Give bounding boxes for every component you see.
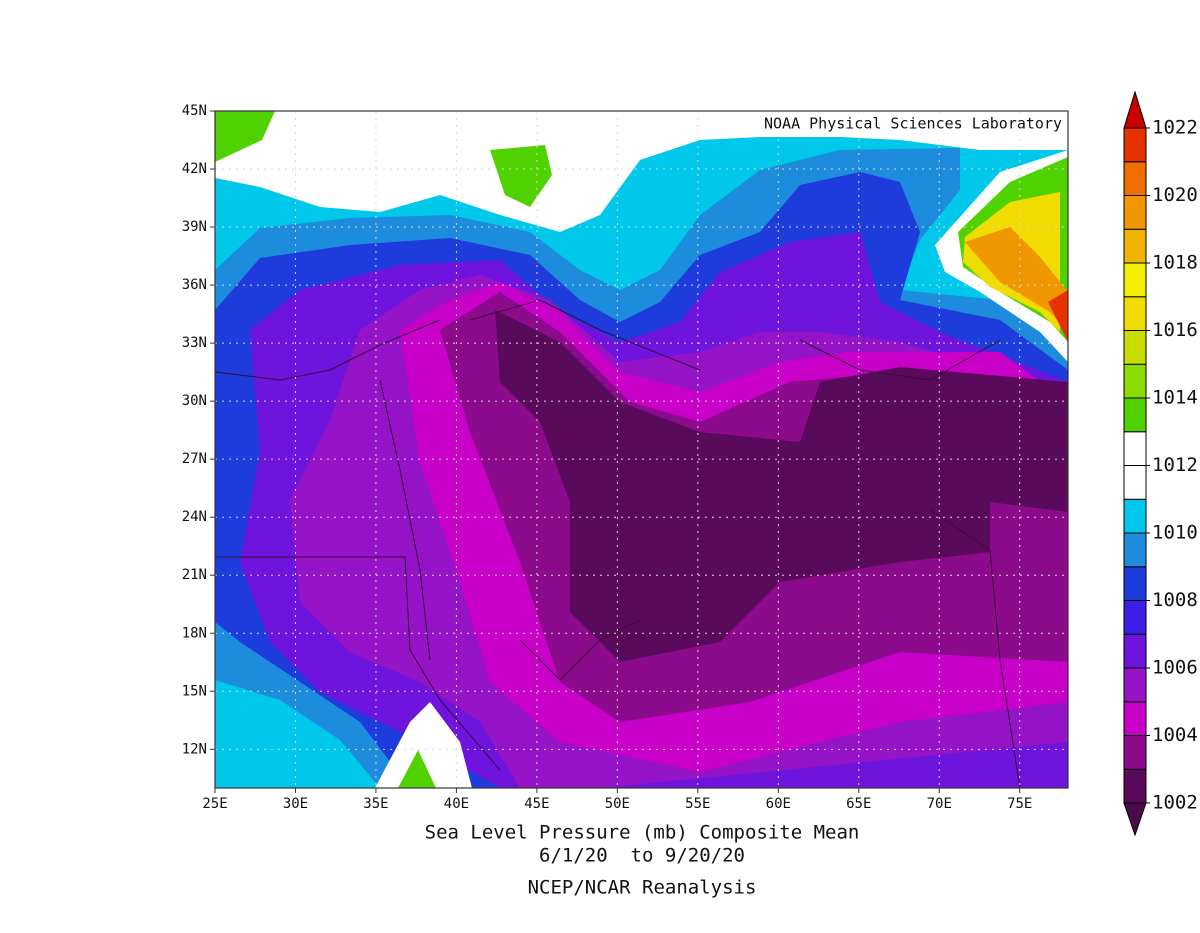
x-tick-label: 70E: [927, 796, 952, 812]
colorbar-label: 1010: [1152, 522, 1198, 544]
colorbar-label: 1012: [1152, 454, 1198, 476]
y-tick-label: 39N: [182, 219, 207, 235]
colorbar-box: [1123, 262, 1147, 298]
x-tick-label: 30E: [283, 796, 308, 812]
y-tick-label: 42N: [182, 161, 207, 177]
x-tick-label: 55E: [685, 796, 710, 812]
colorbar-label: 1016: [1152, 319, 1198, 341]
x-tick-label: 65E: [846, 796, 871, 812]
y-tick-label: 15N: [182, 683, 207, 699]
y-tick-label: 27N: [182, 451, 207, 467]
colorbar-box: [1123, 633, 1147, 669]
colorbar-arrow: [1123, 90, 1147, 129]
y-tick-label: 45N: [182, 103, 207, 119]
y-tick-label: 24N: [182, 509, 207, 525]
colorbar-label: 1004: [1152, 724, 1198, 746]
chart-title: Sea Level Pressure (mb) Composite Mean: [425, 822, 860, 844]
colorbar-label: 1006: [1152, 657, 1198, 679]
y-tick-label: 21N: [182, 567, 207, 583]
colorbar-box: [1123, 228, 1147, 264]
colorbar-box: [1123, 363, 1147, 399]
x-tick-label: 25E: [202, 796, 227, 812]
y-tick-label: 36N: [182, 277, 207, 293]
x-tick-label: 60E: [766, 796, 791, 812]
x-tick-label: 50E: [605, 796, 630, 812]
x-tick-label: 40E: [444, 796, 469, 812]
colorbar-box: [1123, 532, 1147, 568]
chart-subtitle: 6/1/20 to 9/20/20: [539, 845, 745, 867]
colorbar-box: [1123, 600, 1147, 635]
colorbar-box: [1123, 330, 1147, 365]
colorbar-label: 1008: [1152, 589, 1198, 611]
colorbar-box: [1123, 161, 1147, 196]
colorbar-label: 1014: [1152, 387, 1198, 409]
colorbar-box: [1123, 735, 1147, 770]
credit-box: [706, 113, 1066, 137]
colorbar-label: 1018: [1152, 252, 1198, 274]
colorbar-box: [1123, 566, 1147, 601]
colorbar-box: [1123, 431, 1147, 466]
y-tick-label: 33N: [182, 335, 207, 351]
credit: NOAA Physical Sciences Laboratory: [764, 115, 1062, 133]
y-tick-label: 12N: [182, 741, 207, 757]
x-tick-label: 35E: [363, 796, 388, 812]
colorbar-box: [1123, 296, 1147, 331]
x-tick-label: 45E: [524, 796, 549, 812]
colorbar-box: [1123, 667, 1147, 703]
colorbar-box: [1123, 195, 1147, 230]
plot-frame: [214, 110, 1069, 789]
colorbar-box: [1123, 498, 1147, 534]
colorbar-arrow: [1123, 802, 1147, 837]
source: NCEP/NCAR Reanalysis: [528, 877, 757, 899]
y-tick-label: 30N: [182, 393, 207, 409]
pressure-field: [215, 111, 1068, 788]
colorbar-box: [1123, 768, 1147, 804]
colorbar-label: 1020: [1152, 184, 1198, 206]
colorbar-box: [1123, 127, 1147, 163]
y-tick-label: 18N: [182, 625, 207, 641]
x-tick-label: 75E: [1007, 796, 1032, 812]
colorbar-box: [1123, 701, 1147, 736]
colorbar-box: [1123, 397, 1147, 433]
colorbar-box: [1123, 465, 1147, 500]
colorbar-label: 1022: [1152, 117, 1198, 139]
colorbar-label: 1002: [1152, 792, 1198, 814]
